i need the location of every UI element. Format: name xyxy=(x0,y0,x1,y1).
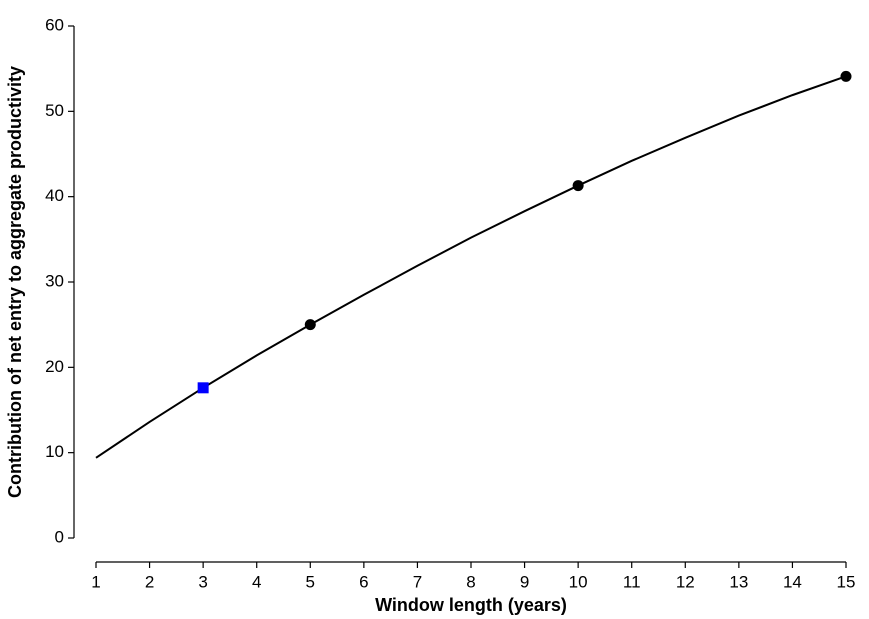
x-tick-label: 15 xyxy=(837,572,856,591)
point-marker xyxy=(304,319,316,331)
y-tick-label: 30 xyxy=(45,271,64,290)
series-line xyxy=(95,75,847,459)
x-tick-label: 5 xyxy=(306,572,315,591)
x-tick-label: 1 xyxy=(91,572,100,591)
x-tick-label: 13 xyxy=(729,572,748,591)
x-tick-label: 6 xyxy=(359,572,368,591)
x-axis-title: Window length (years) xyxy=(375,595,567,615)
x-tick-label: 12 xyxy=(676,572,695,591)
x-tick-label: 11 xyxy=(623,572,641,591)
x-tick-label: 8 xyxy=(466,572,475,591)
point-marker xyxy=(572,180,584,192)
y-tick-label: 0 xyxy=(55,527,64,546)
y-tick-label: 60 xyxy=(45,15,64,34)
x-tick-label: 3 xyxy=(198,572,207,591)
x-tick-label: 2 xyxy=(145,572,154,591)
y-tick-label: 10 xyxy=(45,442,64,461)
y-axis-title: Contribution of net entry to aggregate p… xyxy=(5,66,25,498)
x-tick-label: 10 xyxy=(569,572,588,591)
x-tick-label: 4 xyxy=(252,572,261,591)
x-tick-label: 7 xyxy=(413,572,422,591)
x-tick-label: 9 xyxy=(520,572,529,591)
y-tick-label: 20 xyxy=(45,357,64,376)
point-marker xyxy=(197,382,209,394)
y-tick-label: 50 xyxy=(45,101,64,120)
point-marker xyxy=(840,70,852,82)
x-tick-label: 14 xyxy=(783,572,802,591)
y-tick-label: 40 xyxy=(45,186,64,205)
